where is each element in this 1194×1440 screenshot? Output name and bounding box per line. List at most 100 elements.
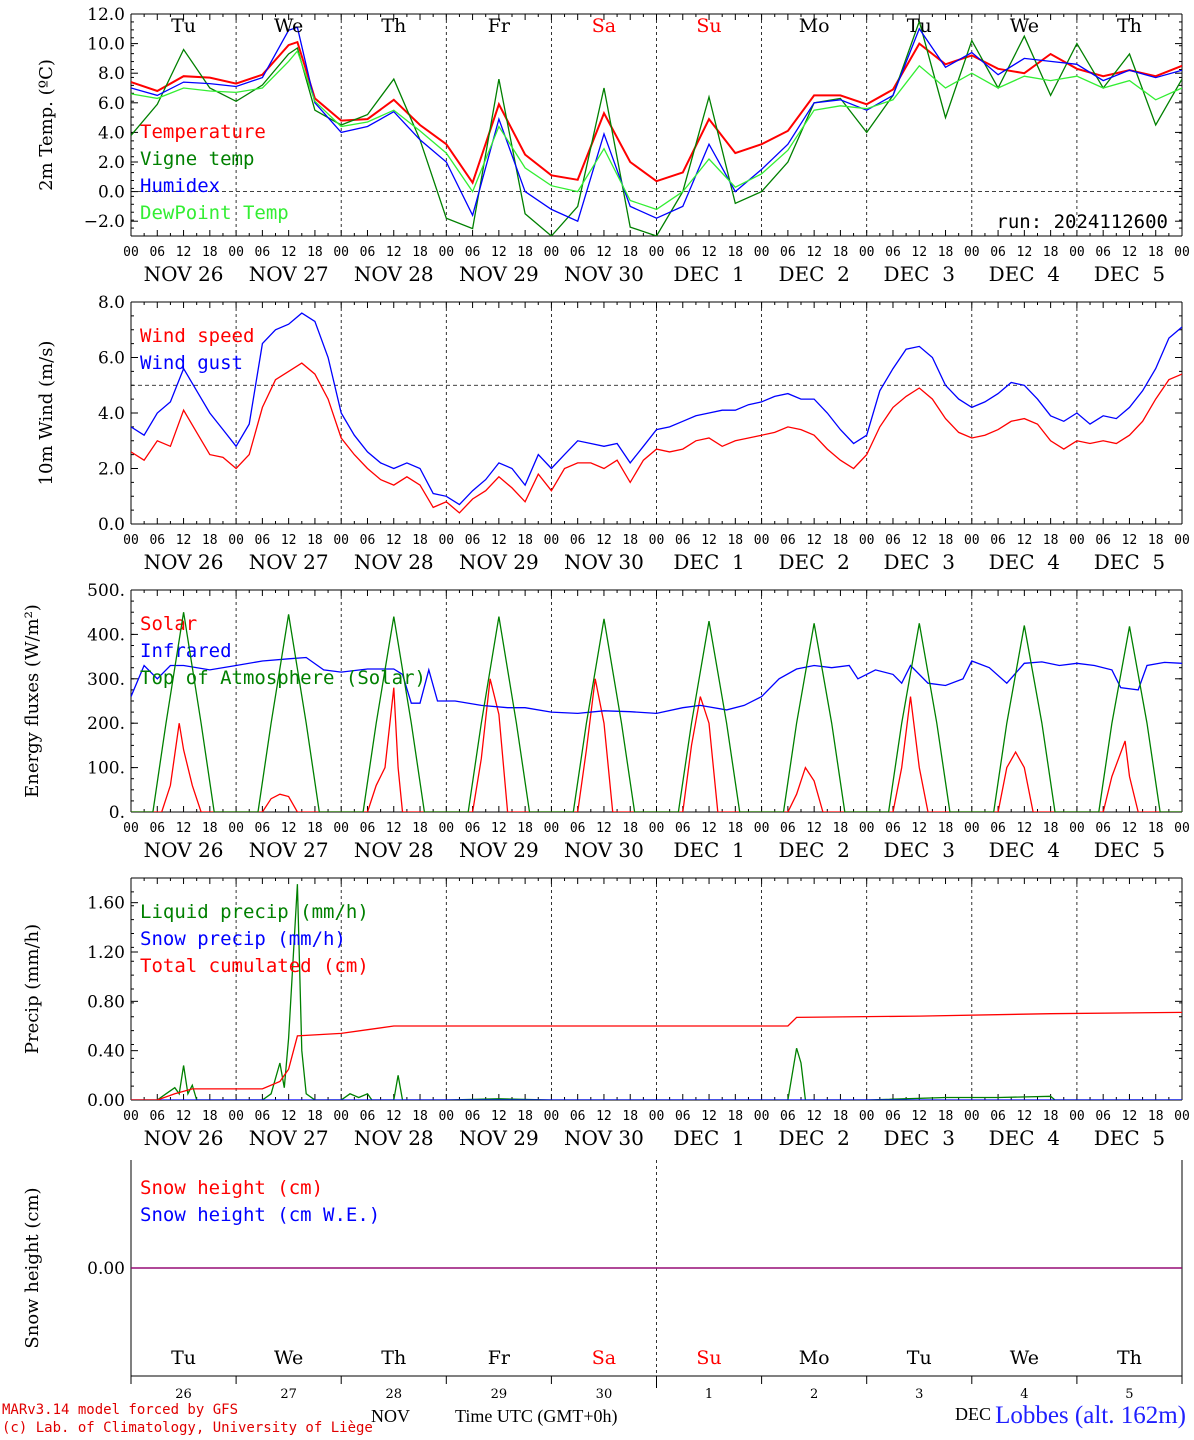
x-tick-label: 00: [228, 1109, 244, 1124]
weekday-label: We: [1010, 15, 1039, 37]
date-label: DEC 5: [1094, 838, 1165, 862]
day-number-label: 26: [175, 1387, 192, 1402]
x-tick-label: 00: [1174, 821, 1190, 836]
x-tick-label: 18: [412, 1109, 428, 1124]
x-tick-label: 00: [754, 245, 770, 260]
weekday-label: Tu: [907, 1347, 932, 1369]
x-tick-label: 00: [1069, 821, 1085, 836]
date-label: DEC 3: [884, 262, 955, 286]
y-tick-label: 2.0: [98, 153, 125, 173]
x-tick-label: 00: [649, 245, 665, 260]
weekday-label: Sa: [592, 1347, 616, 1369]
x-tick-label: 00: [754, 533, 770, 548]
date-label: NOV 28: [354, 1126, 434, 1150]
x-tick-label: 12: [1122, 533, 1138, 548]
y-tick-label: 500.: [87, 581, 125, 601]
x-tick-label: 06: [990, 821, 1006, 836]
y-tick-label: 400.: [87, 625, 125, 645]
y-tick-label: 4.0: [98, 404, 125, 424]
x-tick-label: 18: [1043, 245, 1059, 260]
x-tick-label: 06: [465, 1109, 481, 1124]
day-number-label: 27: [280, 1387, 297, 1402]
legend-entry: DewPoint Temp: [140, 202, 289, 224]
x-tick-label: 18: [727, 533, 743, 548]
weekday-label: Mo: [799, 15, 830, 37]
x-tick-label: 12: [386, 245, 402, 260]
x-tick-label: 12: [491, 1109, 507, 1124]
date-label: DEC 2: [778, 550, 849, 574]
x-tick-label: 00: [649, 821, 665, 836]
x-tick-label: 12: [491, 533, 507, 548]
y-tick-label: 2.0: [98, 460, 125, 480]
x-tick-label: 06: [255, 533, 271, 548]
legend-entry: Solar: [140, 613, 197, 635]
x-tick-label: 06: [780, 1109, 796, 1124]
x-tick-label: 18: [307, 533, 323, 548]
weekday-label: We: [274, 15, 303, 37]
x-tick-label: 00: [1069, 533, 1085, 548]
date-label: DEC 1: [673, 550, 744, 574]
date-label: DEC 4: [989, 838, 1060, 862]
x-tick-label: 00: [333, 245, 349, 260]
x-tick-label: 06: [360, 245, 376, 260]
x-tick-label: 12: [911, 533, 927, 548]
y-axis-label: Energy fluxes (W/m²): [22, 604, 43, 798]
x-tick-label: 06: [885, 1109, 901, 1124]
x-tick-label: 06: [1095, 533, 1111, 548]
x-tick-label: 18: [727, 245, 743, 260]
x-tick-label: 12: [806, 533, 822, 548]
x-tick-label: 18: [833, 821, 849, 836]
station-label: Lobbes (alt. 162m): [995, 1402, 1186, 1429]
weekday-label: Th: [1117, 1347, 1142, 1369]
y-tick-label: 6.0: [98, 94, 125, 114]
y-axis-label: 10m Wind (m/s): [36, 341, 57, 486]
x-tick-label: 12: [1017, 533, 1033, 548]
legend-entry: Wind gust: [140, 352, 243, 374]
x-tick-label: 06: [149, 533, 165, 548]
x-tick-label: 06: [780, 821, 796, 836]
series-line: [131, 1011, 1182, 1100]
series-line: [131, 612, 1182, 812]
x-tick-label: 06: [255, 1109, 271, 1124]
weekday-label: Sa: [592, 15, 616, 37]
date-label: DEC 2: [778, 1126, 849, 1150]
x-tick-label: 12: [281, 1109, 297, 1124]
x-tick-label: 00: [964, 1109, 980, 1124]
x-tick-label: 12: [386, 1109, 402, 1124]
weekday-label: We: [1010, 1347, 1039, 1369]
day-number-label: 2: [810, 1387, 818, 1402]
x-tick-label: 00: [859, 533, 875, 548]
x-tick-label: 18: [517, 533, 533, 548]
x-tick-label: 00: [1174, 245, 1190, 260]
x-tick-label: 06: [675, 245, 691, 260]
date-label: DEC 5: [1094, 262, 1165, 286]
x-tick-label: 18: [202, 533, 218, 548]
x-tick-label: 18: [412, 821, 428, 836]
legend-entry: Humidex: [140, 175, 220, 197]
panel-5: 0.00 Snow height (cm) Snow height (cm) Snow…: [22, 1160, 1183, 1402]
date-label: NOV 30: [564, 838, 644, 862]
y-tick-label: 8.0: [98, 64, 125, 84]
date-label: NOV 26: [144, 838, 224, 862]
date-label: DEC 3: [884, 1126, 955, 1150]
x-tick-label: 18: [1148, 533, 1164, 548]
x-tick-label: 18: [727, 821, 743, 836]
date-label: NOV 26: [144, 1126, 224, 1150]
x-tick-label: 00: [228, 821, 244, 836]
y-tick-label: 300.: [87, 670, 125, 690]
x-tick-label: 00: [333, 533, 349, 548]
legend-entry: Snow height (cm W.E.): [140, 1204, 380, 1226]
date-label: NOV 26: [144, 262, 224, 286]
date-label: NOV 30: [564, 1126, 644, 1150]
x-tick-label: 18: [1148, 821, 1164, 836]
y-tick-label: 6.0: [98, 349, 125, 369]
y-tick-label: 4.0: [98, 123, 125, 143]
day-number-label: 4: [1020, 1387, 1028, 1402]
x-tick-label: 06: [149, 1109, 165, 1124]
x-tick-label: 12: [281, 533, 297, 548]
series-line: [131, 884, 1182, 1100]
date-label: DEC 4: [989, 550, 1060, 574]
x-tick-label: 18: [938, 533, 954, 548]
x-tick-label: 00: [859, 821, 875, 836]
y-tick-label: 12.0: [87, 5, 125, 25]
